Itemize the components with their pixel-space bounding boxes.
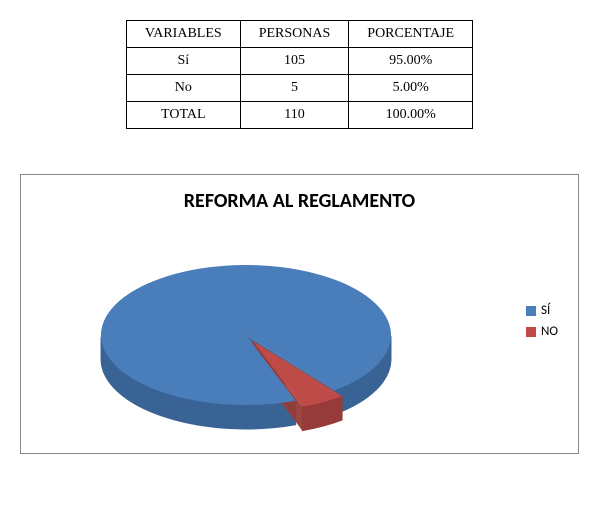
legend-item: NO <box>526 324 558 339</box>
table-row: No 5 5.00% <box>126 75 472 102</box>
cell: 100.00% <box>349 102 473 129</box>
legend-label: NO <box>541 324 558 339</box>
pie-chart-container: REFORMA AL REGLAMENTO SÍ NO <box>20 174 579 454</box>
col-header: PERSONAS <box>240 21 349 48</box>
cell: 95.00% <box>349 48 473 75</box>
legend-label: SÍ <box>541 303 550 318</box>
col-header: VARIABLES <box>126 21 240 48</box>
legend-item: SÍ <box>526 303 558 318</box>
cell: 5 <box>240 75 349 102</box>
cell: 105 <box>240 48 349 75</box>
table-header-row: VARIABLES PERSONAS PORCENTAJE <box>126 21 472 48</box>
data-table-wrap: VARIABLES PERSONAS PORCENTAJE Sí 105 95.… <box>20 20 579 129</box>
chart-legend: SÍ NO <box>526 303 558 345</box>
col-header: PORCENTAJE <box>349 21 473 48</box>
table-row: TOTAL 110 100.00% <box>126 102 472 129</box>
cell: 110 <box>240 102 349 129</box>
cell: 5.00% <box>349 75 473 102</box>
cell: TOTAL <box>126 102 240 129</box>
table-row: Sí 105 95.00% <box>126 48 472 75</box>
cell: Sí <box>126 48 240 75</box>
legend-swatch-icon <box>526 306 536 316</box>
pie-chart <box>91 235 401 440</box>
chart-title: REFORMA AL REGLAMENTO <box>21 175 578 213</box>
cell: No <box>126 75 240 102</box>
legend-swatch-icon <box>526 327 536 337</box>
data-table: VARIABLES PERSONAS PORCENTAJE Sí 105 95.… <box>126 20 473 129</box>
